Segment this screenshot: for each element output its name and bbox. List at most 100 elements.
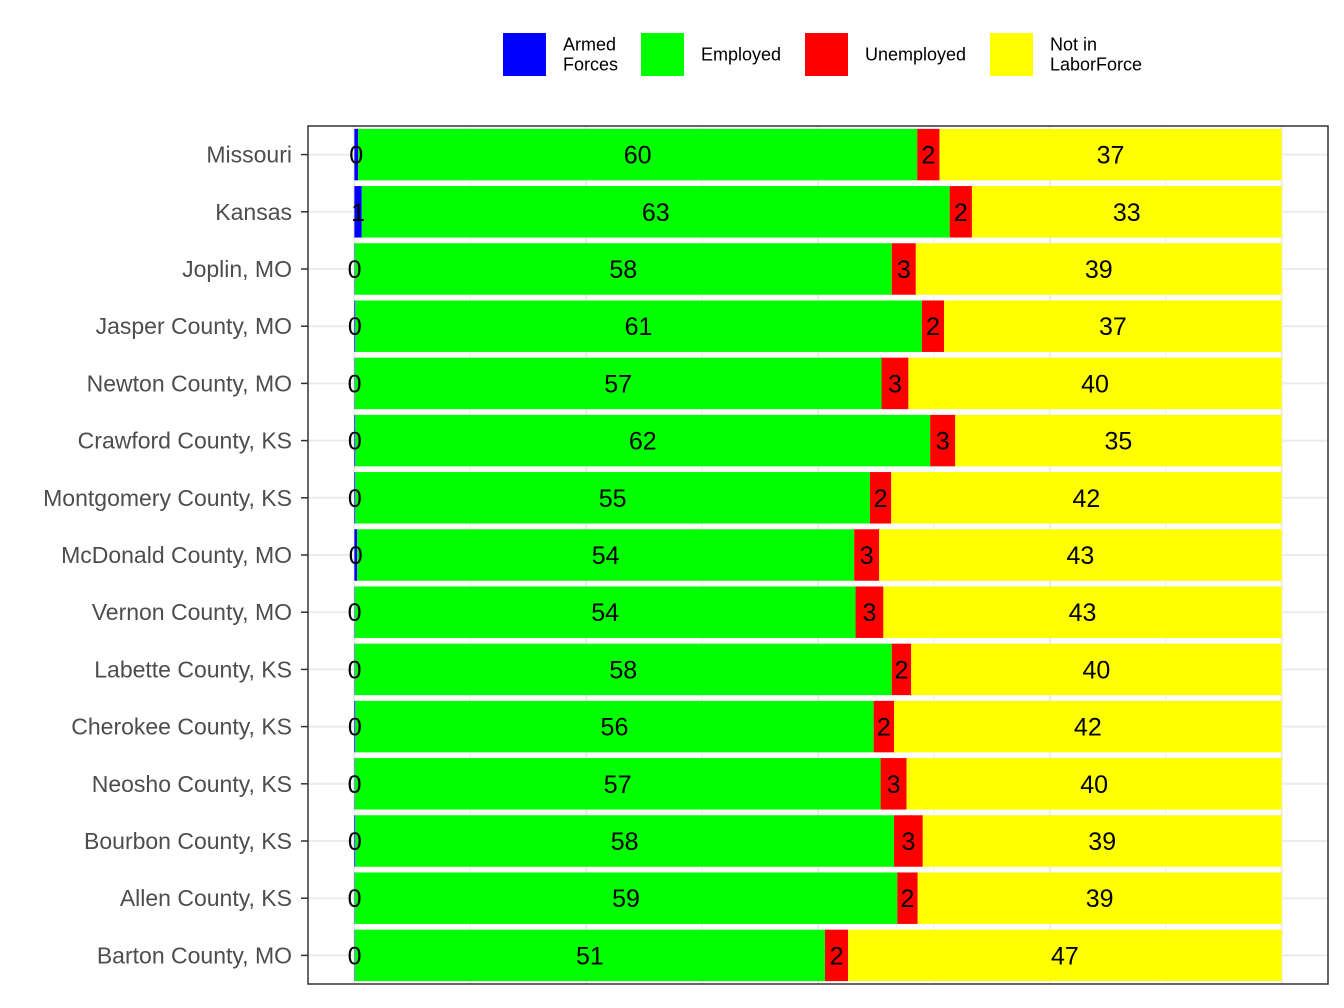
data-label-not-in-laborforce-joplin-mo: 39 bbox=[1085, 256, 1113, 284]
data-label-armed-forces-kansas: 1 bbox=[351, 199, 365, 227]
data-label-armed-forces-neosho-county-ks: 0 bbox=[348, 771, 362, 799]
data-label-employed-labette-county-ks: 58 bbox=[609, 656, 637, 684]
data-label-not-in-laborforce-cherokee-county-ks: 42 bbox=[1074, 714, 1102, 742]
data-label-employed-missouri: 60 bbox=[624, 142, 652, 170]
category-label-bourbon-county-ks: Bourbon County, KS bbox=[84, 828, 292, 854]
data-label-employed-neosho-county-ks: 57 bbox=[604, 771, 632, 799]
bar-employed-newton-county-mo bbox=[354, 357, 882, 410]
bar-unemployed-cherokee-county-ks bbox=[873, 700, 895, 753]
bar-unemployed-crawford-county-ks bbox=[930, 414, 956, 467]
data-label-armed-forces-allen-county-ks: 0 bbox=[348, 885, 362, 913]
data-labels: 0 60 2 371 63 2 330 58 3 390 61 2 370 57 3 400 62 3 350 55 2… bbox=[348, 142, 1141, 971]
data-label-unemployed-missouri: 2 bbox=[921, 142, 935, 170]
legend-label-not-in-laborforce: Not in LaborForce bbox=[1050, 35, 1142, 75]
data-label-armed-forces-jasper-county-mo: 0 bbox=[348, 313, 362, 341]
data-label-not-in-laborforce-vernon-county-mo: 43 bbox=[1069, 599, 1097, 627]
legend-label-unemployed: Unemployed bbox=[865, 45, 966, 65]
data-label-not-in-laborforce-newton-county-mo: 40 bbox=[1081, 370, 1109, 398]
bar-not-in-laborforce-kansas bbox=[971, 186, 1282, 238]
bar-employed-barton-county-mo bbox=[354, 929, 825, 982]
bar-employed-joplin-mo bbox=[354, 243, 892, 295]
bar-not-in-laborforce-labette-county-ks bbox=[911, 643, 1282, 696]
bar-unemployed-montgomery-county-ks bbox=[869, 472, 892, 524]
data-label-employed-mcdonald-county-mo: 54 bbox=[592, 542, 620, 570]
bar-unemployed-missouri bbox=[917, 128, 940, 181]
data-label-armed-forces-barton-county-mo: 0 bbox=[348, 942, 362, 970]
bar-unemployed-newton-county-mo bbox=[881, 357, 909, 410]
data-label-not-in-laborforce-allen-county-ks: 39 bbox=[1086, 885, 1114, 913]
bar-armed-forces-missouri bbox=[354, 128, 359, 181]
bar-not-in-laborforce-cherokee-county-ks bbox=[894, 700, 1282, 753]
bar-unemployed-kansas bbox=[949, 186, 972, 238]
bar-armed-forces-crawford-county-ks bbox=[354, 414, 356, 467]
bar-not-in-laborforce-barton-county-mo bbox=[848, 929, 1282, 982]
data-label-unemployed-allen-county-ks: 2 bbox=[901, 885, 915, 913]
data-label-not-in-laborforce-kansas: 33 bbox=[1113, 199, 1141, 227]
bar-not-in-laborforce-bourbon-county-ks bbox=[922, 815, 1282, 867]
data-label-not-in-laborforce-mcdonald-county-mo: 43 bbox=[1067, 542, 1095, 570]
data-label-unemployed-jasper-county-mo: 2 bbox=[926, 313, 940, 341]
data-label-employed-bourbon-county-ks: 58 bbox=[611, 828, 639, 856]
bar-employed-mcdonald-county-mo bbox=[357, 529, 855, 581]
data-label-unemployed-joplin-mo: 3 bbox=[897, 256, 911, 284]
data-label-employed-crawford-county-ks: 62 bbox=[629, 428, 657, 456]
bar-employed-jasper-county-mo bbox=[355, 300, 922, 352]
legend-label-employed: Employed bbox=[701, 45, 781, 65]
data-label-unemployed-bourbon-county-ks: 3 bbox=[901, 828, 915, 856]
data-label-employed-allen-county-ks: 59 bbox=[612, 885, 640, 913]
data-label-armed-forces-crawford-county-ks: 0 bbox=[348, 428, 362, 456]
bar-not-in-laborforce-neosho-county-ks bbox=[906, 758, 1282, 810]
bar-employed-kansas bbox=[361, 186, 950, 238]
data-label-unemployed-kansas: 2 bbox=[954, 199, 968, 227]
category-label-jasper-county-mo: Jasper County, MO bbox=[96, 313, 292, 339]
bar-unemployed-bourbon-county-ks bbox=[894, 815, 923, 867]
data-label-armed-forces-labette-county-ks: 0 bbox=[348, 656, 362, 684]
data-label-unemployed-labette-county-ks: 2 bbox=[895, 656, 909, 684]
data-label-employed-vernon-county-mo: 54 bbox=[591, 599, 619, 627]
category-label-joplin-mo: Joplin, MO bbox=[182, 256, 292, 282]
category-label-neosho-county-ks: Neosho County, KS bbox=[92, 771, 292, 797]
legend-key-armed-forces bbox=[503, 33, 546, 76]
bar-employed-crawford-county-ks bbox=[355, 414, 931, 467]
data-label-unemployed-montgomery-county-ks: 2 bbox=[874, 485, 888, 513]
data-label-not-in-laborforce-barton-county-mo: 47 bbox=[1051, 942, 1079, 970]
bar-employed-montgomery-county-ks bbox=[355, 472, 870, 524]
data-label-not-in-laborforce-montgomery-county-ks: 42 bbox=[1073, 485, 1101, 513]
bar-armed-forces-kansas bbox=[354, 186, 362, 238]
data-label-armed-forces-vernon-county-mo: 0 bbox=[348, 599, 362, 627]
legend-key-unemployed bbox=[805, 33, 848, 76]
bar-unemployed-vernon-county-mo bbox=[855, 586, 884, 638]
data-label-armed-forces-bourbon-county-ks: 0 bbox=[348, 828, 362, 856]
category-label-kansas: Kansas bbox=[215, 199, 292, 225]
data-label-not-in-laborforce-bourbon-county-ks: 39 bbox=[1088, 828, 1116, 856]
bar-not-in-laborforce-allen-county-ks bbox=[917, 872, 1282, 924]
bar-unemployed-jasper-county-mo bbox=[921, 300, 945, 352]
chart-legend: Armed Forces Employed Unemployed Not in Labor… bbox=[503, 33, 1142, 76]
data-label-armed-forces-newton-county-mo: 0 bbox=[348, 370, 362, 398]
data-label-not-in-laborforce-jasper-county-mo: 37 bbox=[1099, 313, 1127, 341]
category-label-vernon-county-mo: Vernon County, MO bbox=[92, 599, 292, 625]
data-label-not-in-laborforce-neosho-county-ks: 40 bbox=[1080, 771, 1108, 799]
bar-employed-bourbon-county-ks bbox=[355, 815, 895, 867]
data-label-unemployed-crawford-county-ks: 3 bbox=[936, 428, 950, 456]
data-label-unemployed-vernon-county-mo: 3 bbox=[863, 599, 877, 627]
category-label-cherokee-county-ks: Cherokee County, KS bbox=[71, 714, 292, 740]
data-label-not-in-laborforce-labette-county-ks: 40 bbox=[1083, 656, 1111, 684]
bar-not-in-laborforce-jasper-county-mo bbox=[944, 300, 1282, 352]
y-axis: Missouri Kansas Joplin, MO Jasper County, M… bbox=[43, 142, 308, 968]
data-label-employed-joplin-mo: 58 bbox=[609, 256, 637, 284]
bar-armed-forces-bourbon-county-ks bbox=[354, 815, 356, 867]
category-label-mcdonald-county-mo: McDonald County, MO bbox=[61, 542, 292, 568]
bar-armed-forces-montgomery-county-ks bbox=[354, 472, 356, 524]
bar-not-in-laborforce-missouri bbox=[939, 128, 1282, 181]
bar-not-in-laborforce-newton-county-mo bbox=[908, 357, 1282, 410]
bar-not-in-laborforce-montgomery-county-ks bbox=[891, 472, 1282, 524]
data-label-armed-forces-mcdonald-county-mo: 0 bbox=[349, 542, 363, 570]
bar-employed-neosho-county-ks bbox=[354, 758, 881, 810]
bar-unemployed-joplin-mo bbox=[891, 243, 916, 295]
bar-employed-labette-county-ks bbox=[354, 643, 892, 696]
data-label-unemployed-cherokee-county-ks: 2 bbox=[877, 714, 891, 742]
bar-unemployed-neosho-county-ks bbox=[880, 758, 907, 810]
bar-employed-missouri bbox=[358, 128, 918, 181]
bar-not-in-laborforce-vernon-county-mo bbox=[883, 586, 1282, 638]
